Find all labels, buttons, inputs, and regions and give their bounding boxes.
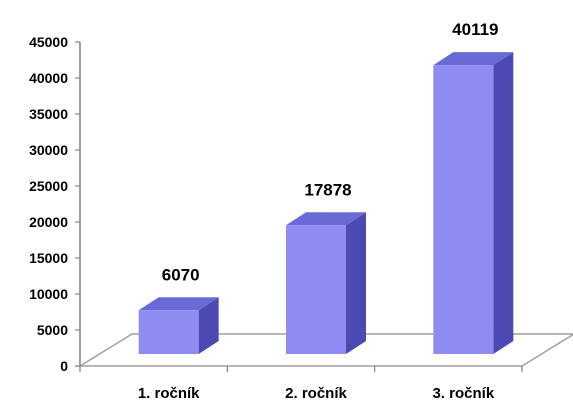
labels: 6070 1. ročník 17878 2. ročník 40119 3. roční… xyxy=(138,20,499,402)
y-tick-label: 15000 xyxy=(29,250,68,266)
y-tick-label: 20000 xyxy=(29,214,68,230)
bar-side xyxy=(346,212,366,354)
data-label: 40119 xyxy=(452,20,498,39)
bar-front xyxy=(433,65,494,355)
x-category-label: 2. ročník xyxy=(285,385,347,402)
bar-side xyxy=(198,297,219,354)
y-tick-label: 40000 xyxy=(29,70,68,86)
y-axis: 0 5000 10000 15000 20000 25000 30000 35000 40000… xyxy=(29,34,523,374)
bar-side xyxy=(493,52,514,355)
bar xyxy=(433,52,514,355)
bars xyxy=(138,52,514,355)
y-tick-label: 0 xyxy=(60,358,68,374)
data-label: 17878 xyxy=(304,180,351,199)
bar xyxy=(286,212,366,354)
y-tick-label: 45000 xyxy=(29,34,68,50)
bar-top xyxy=(433,52,514,66)
y-tick-label: 25000 xyxy=(29,178,68,194)
bar-top xyxy=(138,297,219,311)
x-category-label: 3. ročník xyxy=(432,385,494,402)
y-tick-label: 5000 xyxy=(37,322,68,338)
bar xyxy=(138,297,219,354)
bar-front xyxy=(138,310,199,354)
bar-front xyxy=(286,225,346,354)
x-category-label: 1. ročník xyxy=(138,385,200,402)
y-tick-label: 35000 xyxy=(29,106,68,122)
y-tick-label: 30000 xyxy=(29,142,68,158)
bar-top xyxy=(286,212,366,226)
y-tick-label: 10000 xyxy=(29,286,68,302)
data-label: 6070 xyxy=(162,265,200,284)
